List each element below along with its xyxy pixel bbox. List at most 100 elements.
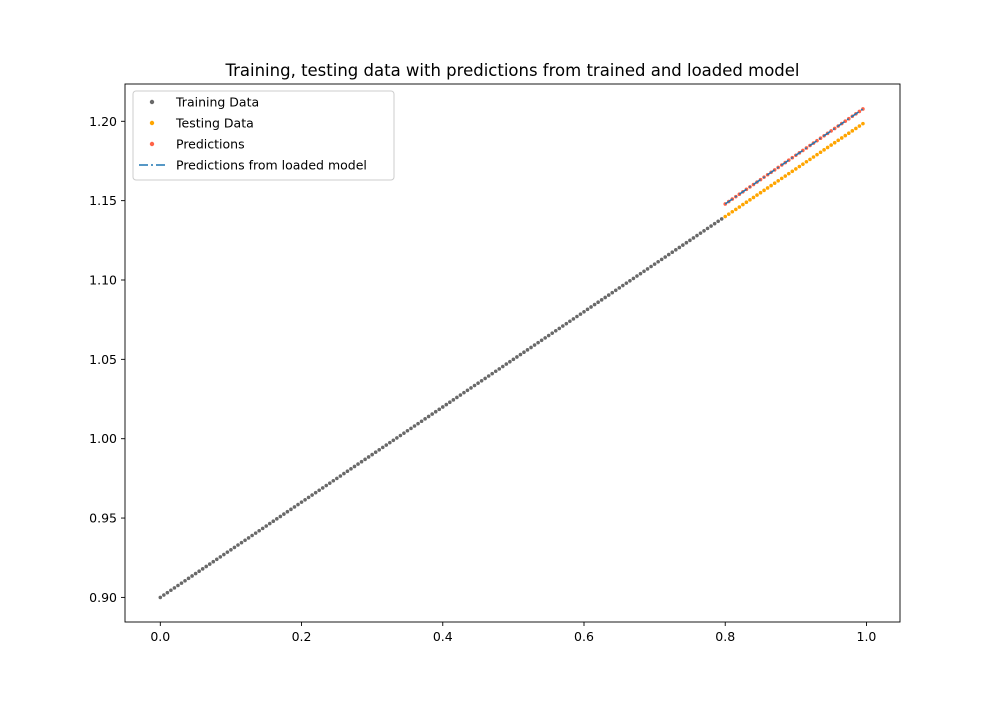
- data-point: [663, 255, 668, 259]
- data-point: [405, 428, 410, 433]
- x-tick-label: 0.0: [150, 629, 170, 644]
- data-point: [674, 248, 678, 252]
- data-point: [783, 174, 788, 178]
- series-training-data: [158, 217, 724, 600]
- legend-label: Training Data: [175, 95, 259, 110]
- data-point: [225, 550, 230, 554]
- data-point: [861, 121, 865, 126]
- data-point: [158, 595, 163, 600]
- data-point: [402, 431, 406, 435]
- data-point: [525, 348, 530, 352]
- data-point: [486, 374, 491, 378]
- data-point: [638, 271, 643, 276]
- data-point: [349, 467, 353, 471]
- data-point: [511, 357, 516, 362]
- data-point: [603, 295, 607, 300]
- data-point: [642, 269, 646, 274]
- axes: 0.0 0.2 0.4 0.6 0.8 1.0 0.90 0.95 1.00 1.05 1.10 1.…: [89, 83, 901, 644]
- data-point: [183, 578, 187, 583]
- data-point: [508, 359, 512, 364]
- x-tick-label: 0.4: [433, 629, 453, 644]
- data-point: [317, 488, 321, 493]
- data-point: [539, 338, 544, 343]
- data-point: [186, 576, 191, 581]
- data-point: [536, 340, 540, 345]
- data-point: [589, 305, 593, 309]
- data-point: [786, 171, 791, 176]
- data-point: [440, 405, 445, 409]
- data-point: [811, 155, 816, 159]
- data-point: [670, 250, 675, 255]
- data-point: [723, 214, 728, 219]
- series-testing-data: [723, 121, 865, 219]
- data-point: [416, 421, 420, 426]
- data-point: [794, 167, 798, 171]
- data-point: [702, 229, 706, 233]
- data-point: [455, 395, 459, 400]
- data-point: [423, 417, 427, 421]
- data-point: [529, 345, 533, 350]
- data-point: [296, 502, 300, 507]
- series-predictions-from-loaded-model: [724, 108, 864, 205]
- data-point: [553, 328, 558, 333]
- data-point: [568, 319, 572, 324]
- data-point: [818, 150, 823, 155]
- data-point: [190, 574, 194, 578]
- data-point: [430, 412, 434, 416]
- plot-marks: [158, 107, 865, 600]
- data-point: [246, 536, 251, 540]
- data-point: [606, 293, 611, 297]
- data-point: [592, 302, 597, 307]
- data-point: [652, 262, 657, 266]
- data-point: [624, 281, 629, 285]
- data-point: [356, 462, 360, 466]
- data-point: [197, 569, 201, 574]
- data-point: [719, 217, 724, 221]
- data-point: [377, 448, 382, 452]
- data-point: [275, 517, 279, 521]
- data-point: [585, 307, 590, 312]
- data-point: [599, 298, 604, 302]
- data-point: [681, 243, 685, 247]
- data-point: [437, 407, 442, 412]
- data-point: [465, 388, 470, 393]
- legend-marker-icon: [149, 99, 155, 105]
- data-point: [546, 333, 551, 338]
- data-point: [236, 543, 240, 547]
- data-point: [483, 376, 487, 381]
- data-point: [758, 190, 763, 195]
- data-point: [628, 278, 632, 283]
- data-point: [843, 133, 848, 138]
- data-point: [801, 162, 805, 166]
- data-point: [458, 393, 463, 397]
- data-point: [264, 524, 269, 528]
- y-tick-label: 0.90: [89, 590, 117, 605]
- data-point: [366, 455, 371, 459]
- data-point: [797, 164, 802, 169]
- data-point: [705, 226, 710, 231]
- data-point: [313, 490, 318, 495]
- data-point: [550, 331, 555, 335]
- data-point: [688, 238, 692, 243]
- x-tick-label: 0.6: [574, 629, 594, 644]
- data-point: [451, 398, 456, 402]
- data-point: [282, 512, 286, 516]
- y-tick-label: 1.05: [89, 352, 117, 367]
- data-point: [571, 317, 576, 321]
- data-point: [762, 188, 766, 193]
- data-point: [352, 464, 357, 469]
- data-point: [469, 386, 473, 390]
- data-point: [204, 564, 209, 569]
- x-tick-label: 1.0: [857, 629, 877, 644]
- data-point: [635, 274, 639, 278]
- data-point: [260, 526, 265, 531]
- data-point: [744, 200, 749, 205]
- data-point: [292, 505, 297, 509]
- plot-frame: [124, 83, 901, 623]
- data-point: [698, 231, 703, 235]
- data-point: [815, 152, 819, 157]
- data-point: [493, 369, 498, 374]
- data-point: [504, 362, 509, 366]
- data-point: [854, 126, 858, 131]
